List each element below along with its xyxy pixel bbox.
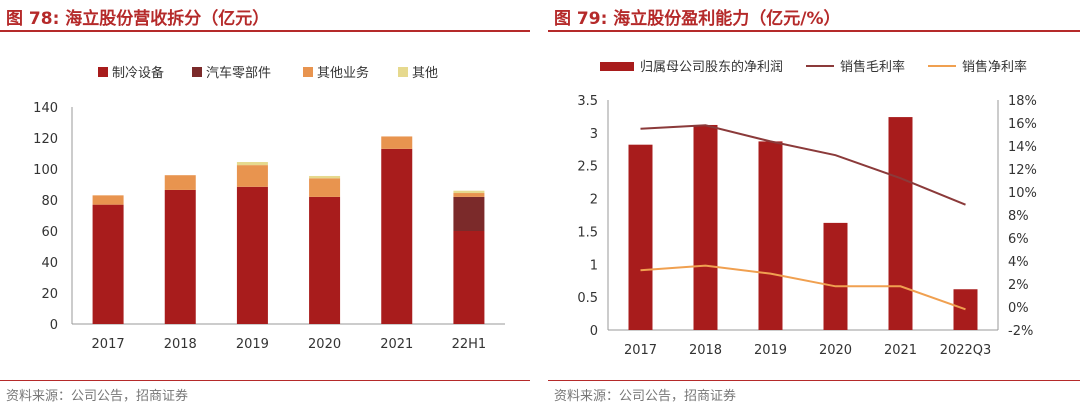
legend-label: 其他业务 [317,65,369,81]
revenue-chart: 0 20 40 60 80 100 120 140 2017 2018 2019 2020 2021 22… [33,65,505,352]
revenue-breakdown-panel: 图 78: 海立股份营收拆分（亿元） 0 20 40 60 80 100 120 140 201… [0,0,530,405]
right-y-tick-label: 10% [1008,186,1037,201]
right-y-tick-label: 16% [1008,117,1037,132]
y-tick-label: 140 [33,101,58,116]
legend-label: 制冷设备 [112,65,164,81]
chart-title: 图 78: 海立股份营收拆分（亿元） [6,9,270,29]
source-note: 资料来源：公司公告，招商证券 [6,389,189,404]
x-tick-label: 2019 [754,343,787,358]
bar-segment [164,175,196,190]
bar-segment [309,175,341,179]
left-y-tick-label: 1 [590,258,598,273]
bar-segment [453,231,485,324]
right-y-tick-label: 0% [1008,301,1029,316]
profitability-panel: 图 79: 海立股份盈利能力（亿元/%） 0 0.5 1 1.5 2 2.5 3 3.5 -2%… [548,0,1080,405]
bar-segment [236,162,268,166]
right-y-tick-label: 2% [1008,278,1029,293]
source-rule [548,380,1080,381]
x-tick-label: 2022Q3 [940,343,992,358]
title-rule [548,30,1080,32]
margin-line [640,264,966,311]
right-y-tick-label: 4% [1008,255,1029,270]
left-y-tick-label: 3.5 [577,94,598,109]
right-y-tick-label: 8% [1008,209,1029,224]
x-tick-label: 2017 [624,343,657,358]
y-tick-label: 0 [50,318,58,333]
bar-segment [164,189,196,324]
bar-segment [453,190,485,194]
profit-bar [888,117,913,330]
legend-label: 销售毛利率 [840,59,905,75]
x-tick-label: 2021 [380,337,413,352]
bar-segment [92,195,124,205]
legend-label: 销售净利率 [962,59,1027,75]
left-y-tick-label: 0 [590,324,598,339]
x-tick-label: 2020 [308,337,341,352]
y-tick-label: 20 [41,287,58,302]
x-tick-label: 2018 [164,337,197,352]
bar-segment [381,136,413,149]
profit-bar [628,144,653,330]
legend-swatch [192,67,202,77]
x-tick-label: 2021 [884,343,917,358]
legend-swatch [398,67,408,77]
profit-bar [953,289,978,330]
y-tick-label: 60 [41,225,58,240]
legend-label: 其他 [412,66,438,81]
legend-swatch [98,67,108,77]
bar-segment [92,204,124,324]
source-rule [0,380,530,381]
right-y-tick-label: 14% [1008,140,1037,155]
profit-bar [758,141,783,330]
right-y-tick-label: -2% [1008,324,1033,339]
left-y-tick-label: 0.5 [577,291,598,306]
bar-segment [236,165,268,187]
profit-bar [823,222,848,330]
right-y-tick-label: 18% [1008,94,1037,109]
right-y-tick-label: 12% [1008,163,1037,178]
legend-swatch [303,67,313,77]
chart-title: 图 79: 海立股份盈利能力（亿元/%） [554,9,841,29]
bar-segment [453,193,485,197]
left-y-tick-label: 2.5 [577,160,598,175]
bar-segment [381,148,413,324]
y-tick-label: 40 [41,256,58,271]
right-y-tick-label: 6% [1008,232,1029,247]
legend-swatch [600,62,634,71]
legend-label: 汽车零部件 [206,65,271,81]
bar-segment [453,196,485,231]
y-tick-label: 80 [41,194,58,209]
profit-bar [693,124,718,330]
bar-segment [309,196,341,324]
bar-segment [309,178,341,197]
x-tick-label: 22H1 [452,337,487,352]
left-y-tick-label: 3 [590,127,598,142]
margin-line [640,124,966,206]
legend-label: 归属母公司股东的净利润 [640,59,783,75]
x-tick-label: 2018 [689,343,722,358]
left-y-tick-label: 2 [590,193,598,208]
y-tick-label: 100 [33,163,58,178]
left-y-tick-label: 1.5 [577,225,598,240]
y-tick-label: 120 [33,132,58,147]
source-note: 资料来源：公司公告，招商证券 [554,389,737,404]
x-tick-label: 2020 [819,343,852,358]
profitability-chart: 0 0.5 1 1.5 2 2.5 3 3.5 -2% 0% 2% 4% 6% 8% 10% 12% 14% 16… [577,59,1037,358]
x-tick-label: 2017 [92,337,125,352]
title-rule [0,30,530,32]
x-tick-label: 2019 [236,337,269,352]
bar-segment [236,186,268,324]
